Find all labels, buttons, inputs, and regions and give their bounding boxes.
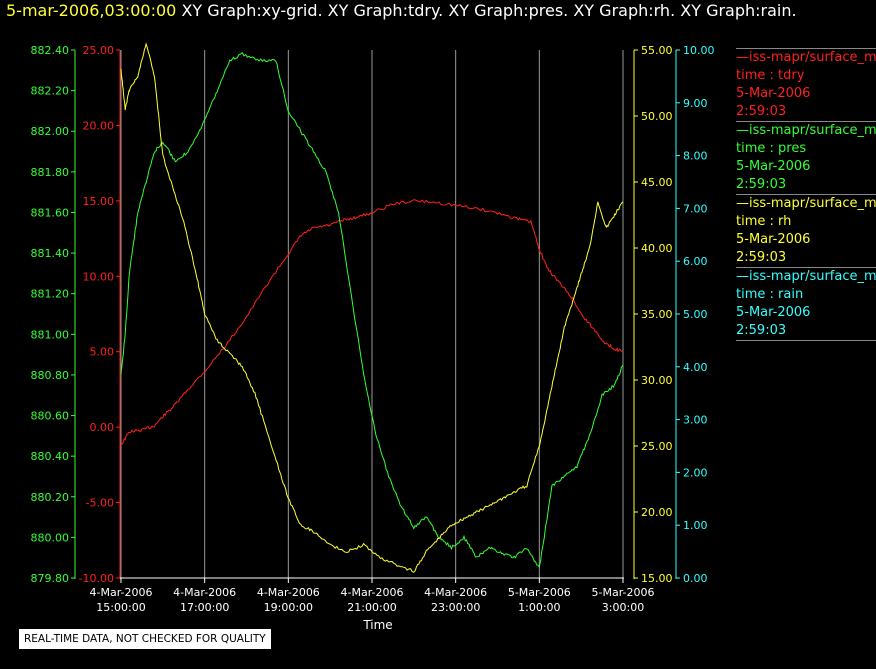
rain-tick-label-9: 9.00	[683, 97, 708, 110]
rh-tick-label-7: 50.00	[641, 110, 673, 123]
legend-field: time : pres	[736, 141, 807, 156]
tdry-tick-label-1: -5.00	[86, 497, 114, 510]
legend-divider	[736, 340, 876, 341]
legend-field: time : rain	[736, 287, 804, 302]
rain-tick-label-0: 0.00	[683, 572, 708, 585]
pres-tick-label-1: 880.00	[31, 531, 70, 544]
rain-tick-label-4: 4.00	[683, 361, 708, 374]
tdry-tick-label-2: 0.00	[90, 421, 115, 434]
legend-source: —iss-mapr/surface_m	[736, 196, 876, 211]
x-tick-label-time-5: 1:00:00	[518, 601, 560, 614]
pres-axis: 879.80 880.00 880.20 880.40 880.60 880.80 881.…	[31, 44, 76, 585]
x-tick-label-date-1: 4-Mar-2006	[173, 586, 236, 599]
x-tick-label-date-0: 4-Mar-2006	[90, 586, 153, 599]
pres-tick-label-5: 880.80	[31, 369, 70, 382]
pres-tick-label-8: 881.40	[31, 247, 70, 260]
rain-tick-label-7: 7.00	[683, 202, 708, 215]
x-tick-label-time-1: 17:00:00	[180, 601, 229, 614]
timestamp: 5-mar-2006,03:00:00	[6, 1, 177, 20]
legend-field: time : rh	[736, 214, 792, 229]
rh-tick-label-2: 25.00	[641, 440, 673, 453]
x-axis-label: Time	[362, 618, 392, 632]
window-title: 5-mar-2006,03:00:00 XY Graph:xy-grid. XY…	[6, 1, 797, 20]
rain-tick-label-3: 3.00	[683, 414, 708, 427]
legend: —iss-mapr/surface_m time : tdry 5-Mar-2006…	[736, 48, 876, 341]
rh-tick-label-3: 30.00	[641, 374, 673, 387]
rh-tick-label-4: 35.00	[641, 308, 673, 321]
rh-tick-label-8: 55.00	[641, 44, 673, 57]
legend-date: 5-Mar-2006	[736, 86, 811, 101]
rain-tick-label-1: 1.00	[683, 519, 708, 532]
tdry-axis: -10.00 -5.00 0.00 5.00 10.00 15.00 20.00 25.00	[79, 44, 121, 585]
x-tick-label-time-0: 15:00:00	[96, 601, 145, 614]
quality-notice: REAL-TIME DATA, NOT CHECKED FOR QUALITY	[19, 629, 271, 649]
rain-axis: 0.00 1.00 2.00 3.00 4.00 5.00 6.00 7.00 8.00 9.00…	[675, 44, 715, 585]
rh-tick-label-1: 20.00	[641, 506, 673, 519]
x-tick-label-date-5: 5-Mar-2006	[508, 586, 571, 599]
pres-tick-label-2: 880.20	[31, 491, 70, 504]
legend-date: 5-Mar-2006	[736, 232, 811, 247]
rain-tick-label-6: 6.00	[683, 255, 708, 268]
pres-tick-label-4: 880.60	[31, 410, 70, 423]
pres-tick-label-10: 881.80	[31, 166, 70, 179]
x-axis: 4-Mar-2006 15:00:00 4-Mar-2006 17:00:00 4-Ma…	[90, 577, 655, 614]
pres-tick-label-11: 882.00	[31, 125, 70, 138]
series-rh	[120, 42, 624, 573]
x-tick-label-time-3: 21:00:00	[347, 601, 396, 614]
rain-tick-label-2: 2.00	[683, 466, 708, 479]
grid-lines	[120, 50, 624, 578]
legend-source: —iss-mapr/surface_m	[736, 50, 876, 65]
series-pres	[120, 51, 624, 569]
rain-tick-label-10: 10.00	[683, 44, 715, 57]
legend-date: 5-Mar-2006	[736, 305, 811, 320]
x-tick-label-date-3: 4-Mar-2006	[341, 586, 404, 599]
series-tdry	[120, 199, 624, 447]
rain-tick-label-5: 5.00	[683, 308, 708, 321]
tdry-tick-label-5: 15.00	[83, 195, 115, 208]
x-tick-label-date-4: 4-Mar-2006	[424, 586, 487, 599]
rh-axis: 15.00 20.00 25.00 30.00 35.00 40.00 45.00 50.00…	[633, 44, 673, 585]
legend-time: 2:59:03	[736, 323, 787, 338]
x-tick-label-time-6: 3:00:00	[602, 601, 644, 614]
x-tick-label-time-4: 23:00:00	[431, 601, 480, 614]
pres-tick-label-7: 881.20	[31, 288, 70, 301]
pres-tick-label-6: 881.00	[31, 328, 70, 341]
pres-tick-label-0: 879.80	[31, 572, 70, 585]
x-tick-label-date-2: 4-Mar-2006	[257, 586, 320, 599]
axes: -10.00 -5.00 0.00 5.00 10.00 15.00 20.00 25.00 8…	[31, 44, 715, 585]
legend-time: 2:59:03	[736, 250, 787, 265]
rh-tick-label-0: 15.00	[641, 572, 673, 585]
pres-tick-label-12: 882.20	[31, 85, 70, 98]
legend-time: 2:59:03	[736, 104, 787, 119]
tdry-tick-label-6: 20.00	[83, 119, 115, 132]
x-tick-label-date-6: 5-Mar-2006	[592, 586, 655, 599]
rain-tick-label-8: 8.00	[683, 150, 708, 163]
legend-source: —iss-mapr/surface_m	[736, 269, 876, 284]
rh-tick-label-5: 40.00	[641, 242, 673, 255]
x-tick-label-time-2: 19:00:00	[264, 601, 313, 614]
pres-tick-label-9: 881.60	[31, 206, 70, 219]
legend-field: time : tdry	[736, 68, 805, 83]
tdry-tick-label-7: 25.00	[83, 44, 115, 57]
tdry-tick-label-3: 5.00	[90, 346, 115, 359]
tdry-tick-label-0: -10.00	[79, 572, 114, 585]
pres-tick-label-3: 880.40	[31, 450, 70, 463]
tdry-tick-label-4: 10.00	[83, 270, 115, 283]
legend-time: 2:59:03	[736, 177, 787, 192]
legend-date: 5-Mar-2006	[736, 159, 811, 174]
graph-list: XY Graph:xy-grid. XY Graph:tdry. XY Grap…	[181, 1, 797, 20]
legend-source: —iss-mapr/surface_m	[736, 123, 876, 138]
rh-tick-label-6: 45.00	[641, 176, 673, 189]
pres-tick-label-13: 882.40	[31, 44, 70, 57]
